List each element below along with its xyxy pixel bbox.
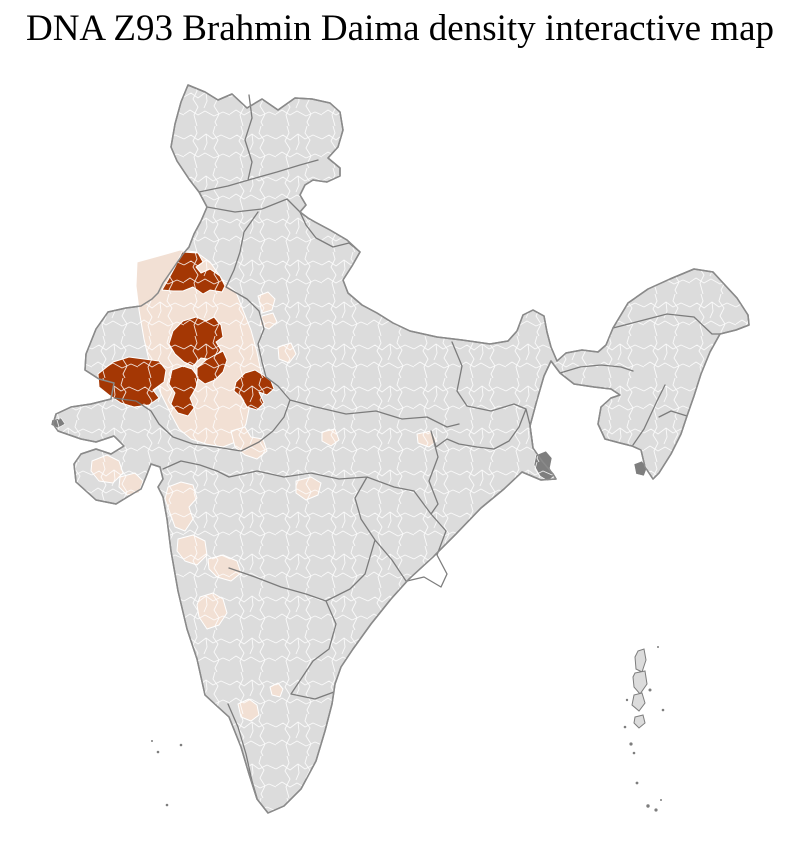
andaman-island[interactable]	[633, 714, 646, 729]
lakshadweep-island-dot[interactable]	[151, 740, 153, 742]
andaman-island-dot[interactable]	[654, 808, 658, 812]
lakshadweep-island-dot[interactable]	[179, 743, 183, 747]
andaman-island-dot[interactable]	[635, 781, 639, 785]
andaman-island-dot[interactable]	[646, 804, 650, 808]
andaman-island-dot[interactable]	[648, 688, 652, 692]
andaman-island[interactable]	[631, 692, 646, 712]
andaman-island-dot[interactable]	[657, 646, 659, 648]
andaman-island-dot[interactable]	[660, 799, 662, 801]
andaman-island-dot[interactable]	[629, 742, 633, 746]
andaman-island-dot[interactable]	[623, 725, 627, 729]
andaman-island[interactable]	[634, 648, 647, 673]
andaman-island-dot[interactable]	[625, 698, 629, 702]
coast-outline	[52, 84, 750, 814]
andaman-island-dot[interactable]	[661, 708, 665, 712]
district-borders-texture	[53, 85, 749, 813]
andaman-island-dot[interactable]	[632, 751, 636, 755]
lakshadweep-island-dot[interactable]	[156, 750, 160, 754]
islands-group	[151, 646, 665, 812]
lakshadweep-island-dot[interactable]	[165, 803, 169, 807]
page-title: DNA Z93 Brahmin Daima density interactiv…	[25, 8, 775, 49]
andaman-island[interactable]	[632, 670, 648, 695]
